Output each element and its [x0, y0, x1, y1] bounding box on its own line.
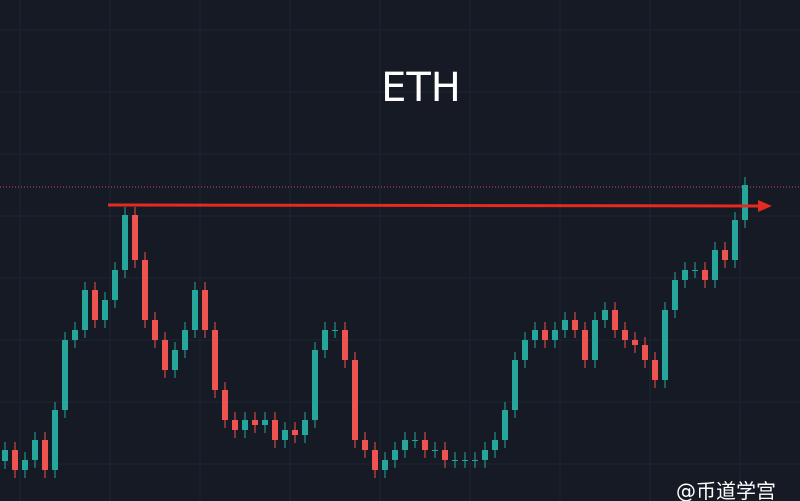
candle-body: [152, 320, 158, 340]
candle-body: [522, 340, 528, 360]
candle-body: [22, 460, 28, 470]
candle-body: [472, 460, 478, 461]
chart-title: ETH: [381, 65, 461, 111]
candle-body: [602, 310, 608, 320]
candle-body: [322, 330, 328, 350]
candle-body: [122, 215, 128, 270]
candle-body: [462, 460, 468, 461]
candle-body: [72, 330, 78, 340]
watermark: @币道学宫: [676, 479, 776, 501]
candle-body: [512, 360, 518, 410]
candle-body: [372, 450, 378, 470]
candle-body: [252, 420, 258, 425]
candle-body: [432, 450, 438, 451]
candle-body: [2, 450, 8, 461]
candle-body: [662, 310, 668, 380]
candle-body: [222, 390, 228, 420]
candle-body: [402, 440, 408, 450]
candle-body: [582, 330, 588, 360]
candle-body: [502, 410, 508, 440]
candle-body: [52, 410, 58, 470]
candle-body: [242, 420, 248, 430]
candle-body: [232, 420, 238, 430]
candle-body: [552, 330, 558, 340]
candle-body: [682, 270, 688, 280]
candle-body: [742, 185, 748, 220]
candle-body: [92, 290, 98, 320]
candle-body: [182, 330, 188, 350]
candle-body: [312, 350, 318, 420]
candle-body: [292, 430, 298, 435]
candle-body: [382, 460, 388, 470]
candle-body: [712, 250, 718, 280]
candle-body: [672, 280, 678, 310]
candle-body: [392, 450, 398, 460]
candle-body: [102, 300, 108, 320]
candle-body: [642, 345, 648, 360]
candle-body: [332, 330, 338, 331]
candle-body: [362, 440, 368, 450]
candle-body: [412, 440, 418, 441]
candle-body: [32, 440, 38, 460]
arrow-head: [758, 200, 772, 212]
candle-body: [62, 340, 68, 410]
candle-body: [82, 290, 88, 330]
candle-body: [562, 320, 568, 330]
candle-body: [722, 250, 728, 260]
candle-body: [572, 320, 578, 330]
arrow-line: [107, 203, 761, 208]
candle-body: [142, 260, 148, 320]
candle-body: [212, 330, 218, 390]
candle-body: [652, 360, 658, 380]
candle-body: [162, 340, 168, 370]
candle-body: [272, 420, 278, 440]
candle-body: [732, 220, 738, 260]
candle-body: [172, 350, 178, 370]
candle-body: [422, 440, 428, 450]
candle-body: [262, 420, 268, 425]
candle-body: [612, 310, 618, 330]
candle-body: [542, 330, 548, 340]
candle-body: [342, 330, 348, 360]
candle-body: [132, 215, 138, 260]
candle-body: [442, 450, 448, 460]
candle-body: [482, 450, 488, 460]
candle-body: [202, 290, 208, 330]
candle-body: [42, 440, 48, 470]
candle-body: [532, 330, 538, 340]
candle-body: [302, 420, 308, 435]
candle-body: [622, 330, 628, 340]
candle-body: [12, 450, 18, 470]
candle-body: [492, 440, 498, 450]
candles: [2, 177, 748, 478]
candle-body: [192, 290, 198, 330]
candle-body: [692, 270, 698, 271]
candle-body: [632, 340, 638, 345]
candle-body: [352, 360, 358, 440]
candle-body: [452, 460, 458, 461]
candle-body: [112, 270, 118, 300]
candle-body: [702, 270, 708, 280]
candle-body: [282, 430, 288, 440]
candle-body: [592, 320, 598, 360]
